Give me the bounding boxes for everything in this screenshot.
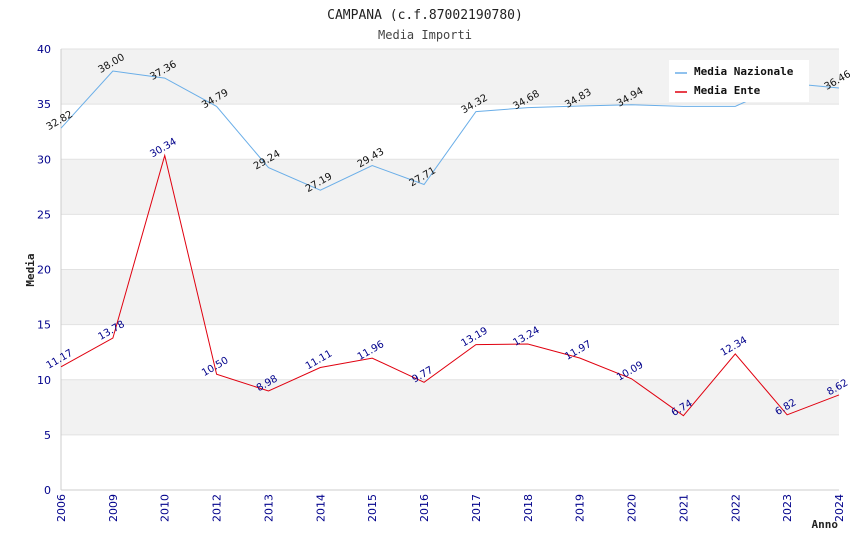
legend-box (669, 60, 809, 102)
grid-band (61, 324, 839, 380)
y-tick-label: 40 (37, 43, 51, 56)
axes (60, 49, 839, 491)
x-tick-label: 2018 (522, 494, 535, 522)
x-tick-label: 2017 (470, 494, 483, 522)
legend: Media Nazionale Media Ente (669, 60, 809, 102)
series-line-media-ente (60, 153, 840, 417)
y-tick-label: 0 (44, 484, 51, 497)
chart-title: CAMPANA (c.f.87002190780) (327, 8, 523, 23)
x-tick-label: 2020 (626, 494, 639, 522)
y-tick-label: 5 (44, 429, 51, 442)
x-tick-label: 2024 (833, 494, 846, 522)
y-tick-label: 10 (37, 374, 51, 387)
y-tick-label: 20 (37, 264, 51, 277)
grid-band (61, 104, 839, 160)
x-tick-label: 2010 (159, 494, 172, 522)
series-lines (60, 70, 840, 417)
grid-band (61, 379, 839, 435)
y-axis-label: Media (24, 253, 37, 286)
x-tick-label: 2012 (211, 494, 224, 522)
x-tick-label: 2015 (366, 494, 379, 522)
x-axis-label: Anno (812, 518, 839, 531)
y-tick-label: 25 (37, 208, 51, 221)
series-line-media-nazionale (60, 70, 840, 191)
x-tick-label: 2019 (574, 494, 587, 522)
y-tick-label: 35 (37, 98, 51, 111)
x-tick-label: 2022 (729, 494, 742, 522)
x-tick-label: 2006 (55, 494, 68, 522)
x-tick-label: 2023 (781, 494, 794, 522)
x-tick-label: 2016 (418, 494, 431, 522)
y-tick-label: 30 (37, 153, 51, 166)
x-tick-label: 2009 (107, 494, 120, 522)
legend-label-media-ente: Media Ente (694, 84, 761, 97)
tick-labels: 0 5 10 15 20 25 30 35 40 2006 2009 2010 2012 2013 2014… (37, 43, 846, 522)
x-tick-label: 2014 (314, 494, 327, 522)
grid-band (61, 434, 839, 490)
x-tick-label: 2021 (677, 494, 690, 522)
x-tick-label: 2013 (262, 494, 275, 522)
grid-band (61, 159, 839, 215)
grid-band (61, 269, 839, 325)
y-tick-label: 15 (37, 319, 51, 332)
grid-band (61, 214, 839, 270)
chart-subtitle: Media Importi (378, 28, 472, 42)
legend-label-media-nazionale: Media Nazionale (694, 65, 794, 78)
grid-bands (61, 49, 839, 490)
